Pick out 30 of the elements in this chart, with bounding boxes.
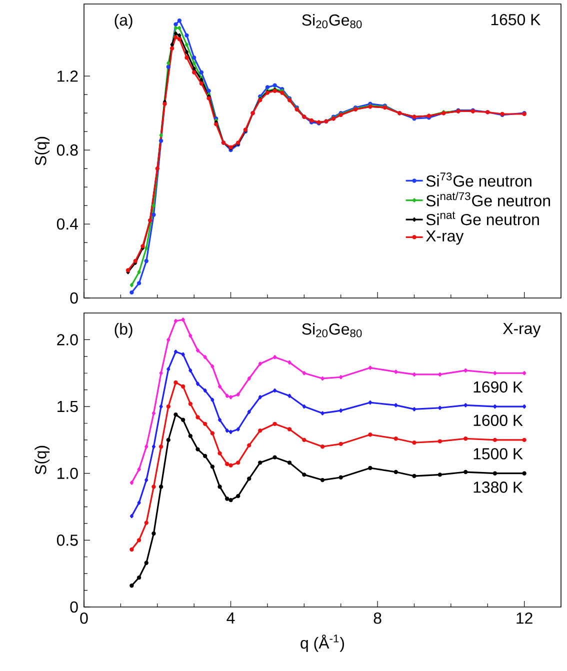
x-tick-label: 4: [226, 612, 235, 624]
y-tick-label: 1.0: [58, 468, 78, 479]
series-label: 1380 K: [474, 482, 523, 493]
x-tick-label: 0: [80, 612, 88, 624]
annotation: (b): [114, 323, 132, 338]
series-label: 1690 K: [474, 381, 523, 393]
legend-label: Si$^{73}$Ge neutron: [426, 172, 532, 187]
y-tick-label: 0.8: [56, 144, 78, 156]
series-label: 1500 K: [474, 448, 523, 460]
annotation: (a): [114, 14, 132, 29]
y-axis-title: S(q): [34, 446, 50, 474]
y-tick-label: 1.5: [58, 400, 78, 412]
annotation: X-ray: [503, 323, 541, 338]
legend-label: Si$^{nat}$ Ge neutron: [426, 212, 539, 226]
legend-label: Si$^{nat/73}$Ge neutron: [426, 192, 550, 206]
annotation: 1650 K: [491, 14, 541, 26]
y-tick-label: 1.2: [58, 70, 78, 82]
annotation: Si$_{20}$Ge$_{80}$: [302, 14, 362, 28]
annotation: Si$_{20}$Ge$_{80}$: [302, 323, 362, 338]
series-label: 1600 K: [474, 414, 523, 426]
x-axis-title: q (Å$^{-1}$): [300, 634, 344, 652]
y-tick-label: 0: [70, 601, 78, 613]
y-axis-title: S(q): [34, 136, 50, 166]
y-tick-label: 2.0: [57, 334, 78, 346]
y-tick-label: 0.5: [56, 534, 78, 546]
y-tick-label: 0: [70, 292, 78, 304]
x-tick-label: 12: [516, 612, 532, 624]
x-tick-label: 8: [374, 612, 382, 624]
legend-label: X-ray: [426, 230, 464, 245]
y-tick-label: 0.4: [56, 218, 78, 230]
